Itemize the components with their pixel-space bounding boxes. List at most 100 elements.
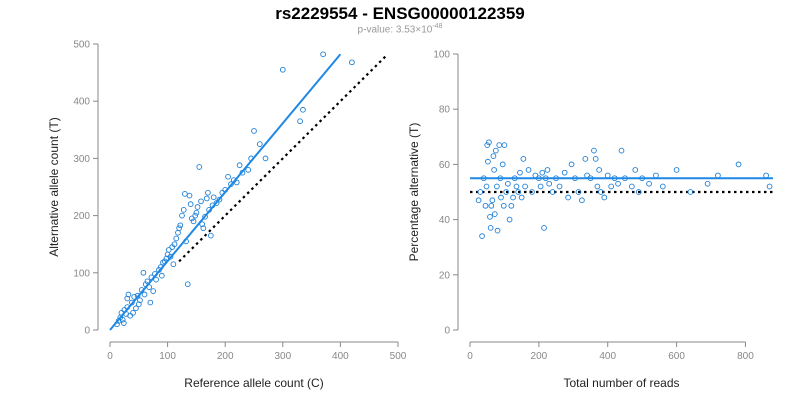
left-data-point — [141, 291, 148, 298]
left-data-point — [119, 316, 126, 323]
pvalue-exponent: -48 — [432, 23, 443, 30]
right-data-point — [592, 156, 599, 162]
left-data-point — [180, 207, 187, 213]
right-y-tick-label: 0 — [444, 326, 450, 337]
right-data-point — [597, 189, 604, 195]
right-data-point — [510, 194, 516, 201]
left-data-point — [137, 297, 143, 304]
left-data-point — [133, 305, 139, 312]
right-data-point — [568, 161, 575, 168]
right-data-point — [498, 194, 504, 201]
left-data-point — [202, 213, 208, 220]
left-data-point — [196, 164, 203, 170]
left-data-point — [190, 218, 197, 225]
left-data-point — [210, 194, 217, 201]
left-data-point — [245, 166, 252, 173]
left-data-point — [186, 192, 193, 199]
left-y-tick-label: 500 — [73, 40, 90, 51]
left-data-point — [262, 155, 269, 162]
right-y-tick-label: 80 — [439, 105, 451, 116]
left-x-tick-label: 500 — [390, 351, 407, 362]
left-data-point — [175, 229, 181, 236]
right-data-point — [508, 202, 515, 209]
left-data-point — [213, 200, 220, 206]
right-data-point — [518, 194, 525, 201]
right-y-axis-label: Percentage alternative (T) — [407, 123, 421, 262]
left-data-point — [150, 288, 157, 294]
right-data-point — [549, 189, 556, 195]
left-data-point — [177, 222, 184, 229]
right-data-point — [517, 169, 523, 176]
right-data-point — [475, 197, 482, 204]
right-data-point — [579, 197, 585, 204]
right-data-point — [491, 167, 497, 173]
right-data-point — [501, 142, 508, 148]
right-data-point — [537, 183, 544, 190]
left-x-tick-label: 200 — [217, 351, 234, 362]
left-fit-line — [109, 53, 342, 331]
right-data-point — [525, 167, 532, 173]
right-data-point — [565, 194, 571, 201]
right-data-point — [500, 202, 507, 209]
left-x-tick-label: 300 — [274, 351, 291, 362]
right-data-point — [646, 180, 652, 187]
right-data-point — [483, 183, 490, 190]
left-y-axis-label: Alternative allele count (T) — [47, 117, 61, 256]
right-x-axis-label: Total number of reads — [563, 376, 679, 390]
right-data-point — [494, 183, 500, 190]
right-data-point — [479, 233, 485, 240]
left-y-tick-label: 400 — [73, 97, 90, 108]
right-x-tick-label: 200 — [531, 351, 548, 362]
left-data-point — [256, 141, 263, 147]
left-data-point — [124, 295, 131, 302]
left-data-point — [153, 276, 159, 283]
left-data-point — [198, 198, 204, 205]
right-data-point — [492, 147, 499, 154]
left-data-point — [205, 189, 211, 196]
left-x-tick-label: 400 — [332, 351, 349, 362]
left-data-point — [216, 196, 223, 203]
left-y-tick-label: 0 — [84, 326, 90, 337]
right-data-point — [546, 180, 553, 187]
right-data-point — [591, 147, 597, 154]
right-data-point — [653, 172, 659, 179]
left-data-point — [158, 272, 165, 279]
right-data-point — [763, 172, 769, 179]
left-y-tick-label: 300 — [73, 154, 90, 165]
left-data-point — [171, 241, 178, 248]
right-data-point — [520, 156, 527, 162]
right-data-point — [477, 189, 484, 195]
right-data-point — [544, 167, 551, 173]
right-data-point — [735, 161, 742, 168]
right-data-point — [486, 139, 492, 146]
allele-count-scatter-panel: 0 100 200 300 400 500 0 100 200 300 400 500 Referenc… — [47, 40, 407, 391]
right-data-point — [766, 183, 773, 190]
right-data-point — [561, 169, 568, 176]
right-data-point — [601, 194, 608, 201]
left-data-point — [320, 51, 326, 58]
right-data-point — [494, 227, 501, 234]
left-y-tick-label: 100 — [73, 268, 90, 279]
left-data-point — [165, 247, 172, 253]
left-data-point — [251, 128, 257, 134]
right-data-point — [541, 225, 547, 231]
left-data-point — [120, 320, 127, 326]
left-data-point — [127, 312, 134, 319]
left-y-tick-label: 200 — [73, 211, 90, 222]
right-data-point — [487, 213, 493, 220]
right-data-point — [687, 189, 694, 195]
right-x-tick-label: 0 — [467, 351, 473, 362]
right-data-point — [673, 167, 680, 173]
right-y-tick-label: 100 — [433, 50, 450, 61]
left-reference-line — [178, 54, 388, 263]
right-data-point — [513, 183, 520, 190]
left-data-point — [179, 212, 185, 219]
right-data-point — [482, 202, 489, 209]
left-data-point — [130, 309, 136, 316]
left-data-point — [184, 281, 191, 288]
right-data-point — [635, 189, 642, 195]
right-data-point — [604, 172, 611, 179]
left-data-point — [193, 209, 200, 216]
